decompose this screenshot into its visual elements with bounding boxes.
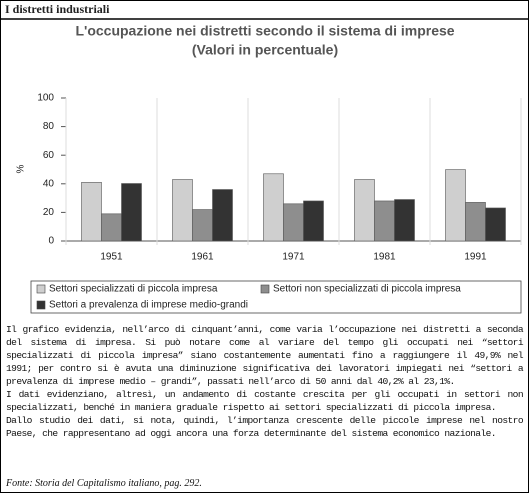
- legend-swatch: [260, 284, 270, 294]
- y-tick-label: 0: [48, 236, 54, 247]
- bar: [283, 203, 304, 242]
- x-tick-label: 1991: [464, 252, 487, 263]
- chart-title: L'occupazione nei distretti secondo il s…: [75, 23, 454, 39]
- bar: [81, 182, 102, 242]
- bar: [101, 213, 122, 242]
- legend-swatch: [36, 284, 46, 294]
- x-tick-label: 1961: [191, 252, 214, 263]
- bar: [263, 173, 284, 242]
- y-tick-label: 100: [37, 93, 54, 104]
- x-tick-label: 1981: [373, 252, 396, 263]
- paragraph: Dallo studio dei dati, si nota, quindi, …: [6, 415, 524, 439]
- y-tick-label: 40: [43, 178, 55, 189]
- bar: [192, 209, 213, 242]
- bar: [354, 179, 375, 242]
- chart-subtitle: (Valori in percentuale): [192, 42, 338, 58]
- chart: I distretti industriali L'occupazione ne…: [1, 2, 528, 314]
- legend-swatch: [36, 300, 46, 310]
- header-title: I distretti industriali: [5, 2, 110, 16]
- bar: [394, 199, 415, 242]
- legend-box: [30, 280, 522, 314]
- legend-label: Settori a prevalenza di imprese medio-gr…: [49, 300, 248, 311]
- bar: [445, 169, 466, 242]
- x-tick-label: 1951: [100, 252, 123, 263]
- bar: [212, 189, 233, 242]
- y-tick-label: 60: [43, 150, 55, 161]
- body-text: Il grafico evidenzia, nell’arco di cinqu…: [6, 323, 524, 440]
- x-tick-label: 1971: [282, 252, 305, 263]
- legend-label: Settori specializzati di piccola impresa: [49, 284, 218, 295]
- bar: [121, 183, 142, 242]
- source: Fonte: Storia del Capitalismo italiano, …: [6, 478, 202, 489]
- y-axis-label: %: [16, 164, 27, 173]
- bar: [374, 200, 395, 242]
- bar: [485, 207, 506, 242]
- bar: [303, 200, 324, 242]
- paragraph: Il grafico evidenzia, nell’arco di cinqu…: [6, 324, 524, 387]
- y-tick-label: 20: [43, 207, 55, 218]
- paragraph: I dati evidenziano, altresì, un andament…: [6, 389, 524, 413]
- bar: [465, 202, 486, 242]
- bar: [172, 179, 193, 242]
- y-tick-label: 80: [43, 121, 55, 132]
- legend-label: Settori non specializzati di piccola imp…: [273, 284, 461, 295]
